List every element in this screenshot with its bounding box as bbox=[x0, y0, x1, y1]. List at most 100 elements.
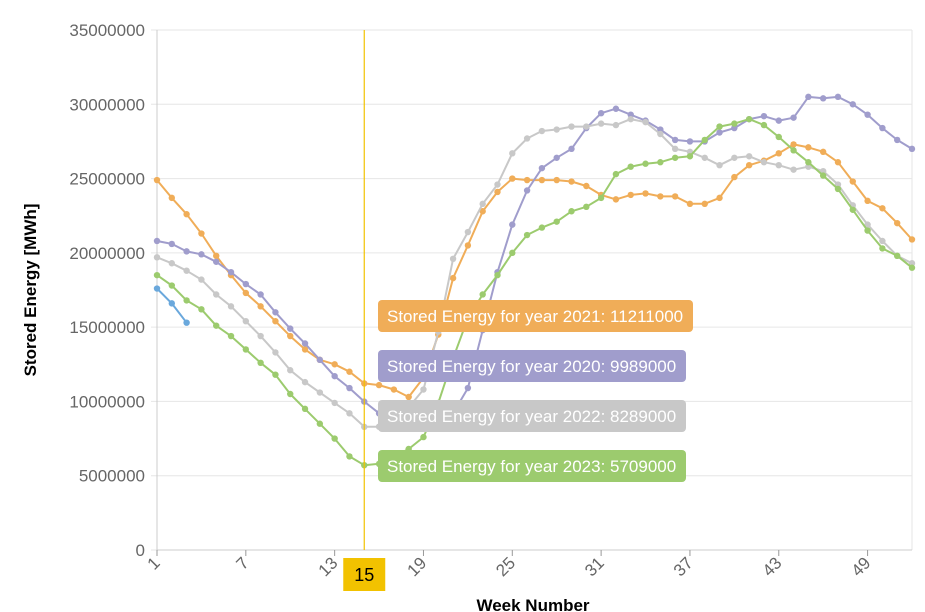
data-point bbox=[671, 145, 679, 153]
x-tick-label: 49 bbox=[848, 553, 875, 580]
data-point bbox=[464, 228, 472, 236]
data-point bbox=[583, 123, 590, 130]
data-point bbox=[479, 208, 486, 215]
data-point bbox=[583, 182, 590, 190]
data-point bbox=[805, 159, 812, 166]
data-point bbox=[538, 127, 546, 135]
data-point bbox=[731, 124, 738, 132]
data-point bbox=[879, 124, 886, 132]
data-point bbox=[701, 154, 708, 161]
data-point bbox=[538, 164, 546, 172]
data-point bbox=[390, 386, 398, 393]
tooltip-3: Stored Energy for year 2023: 5709000 bbox=[378, 450, 686, 482]
data-point bbox=[420, 433, 427, 441]
data-point bbox=[257, 359, 264, 366]
data-point bbox=[242, 289, 250, 297]
data-point bbox=[819, 167, 827, 175]
data-point bbox=[301, 340, 309, 347]
series-y2022 bbox=[153, 115, 916, 431]
data-point bbox=[287, 332, 294, 340]
y-tick-label: 15000000 bbox=[69, 318, 145, 337]
data-point bbox=[731, 173, 738, 181]
data-point bbox=[168, 260, 176, 267]
y-tick-label: 0 bbox=[136, 541, 145, 560]
x-tick-label: 1 bbox=[144, 553, 164, 573]
tooltip-box bbox=[378, 350, 686, 382]
data-point bbox=[301, 378, 309, 386]
data-point bbox=[538, 176, 546, 184]
data-point bbox=[775, 133, 782, 141]
data-point bbox=[301, 346, 309, 353]
data-point bbox=[893, 136, 901, 144]
cursor-label: 15 bbox=[354, 565, 374, 585]
data-point bbox=[775, 117, 782, 124]
data-point bbox=[509, 175, 516, 182]
data-point bbox=[183, 211, 190, 218]
data-point bbox=[612, 121, 620, 129]
data-point bbox=[168, 194, 176, 202]
data-point bbox=[642, 118, 649, 126]
data-point bbox=[849, 206, 856, 213]
data-point bbox=[242, 318, 250, 325]
data-point bbox=[893, 252, 901, 260]
grid-lines bbox=[151, 29, 913, 551]
data-point bbox=[523, 176, 531, 184]
data-point bbox=[671, 193, 679, 200]
data-point bbox=[864, 111, 871, 118]
y-axis: 0 5000000 10000000 15000000 20000000 25000000… bbox=[69, 21, 158, 560]
data-point bbox=[213, 252, 220, 260]
data-point bbox=[834, 93, 842, 101]
data-point bbox=[198, 230, 205, 237]
series-y_current bbox=[153, 285, 190, 326]
data-point bbox=[272, 371, 279, 378]
data-point bbox=[257, 303, 264, 310]
data-point bbox=[597, 120, 605, 127]
data-point bbox=[257, 291, 264, 298]
data-point bbox=[805, 163, 812, 170]
data-point bbox=[346, 410, 353, 417]
data-point bbox=[879, 205, 886, 212]
data-point bbox=[834, 185, 842, 193]
data-point bbox=[879, 245, 886, 252]
data-point bbox=[627, 115, 634, 123]
x-tick-label: 31 bbox=[581, 553, 608, 580]
data-point bbox=[523, 135, 531, 142]
data-point bbox=[227, 332, 235, 340]
data-point bbox=[375, 381, 383, 389]
data-point bbox=[464, 242, 472, 249]
data-point bbox=[568, 123, 575, 130]
data-point bbox=[464, 384, 472, 392]
data-point bbox=[316, 420, 324, 427]
y-axis-title: Stored Energy [MWh] bbox=[21, 204, 40, 377]
data-point bbox=[908, 264, 916, 271]
data-point bbox=[790, 114, 797, 121]
data-point bbox=[864, 227, 871, 234]
x-tick-label: 19 bbox=[403, 553, 430, 580]
data-point bbox=[701, 200, 708, 208]
data-point bbox=[168, 282, 176, 289]
data-point bbox=[346, 453, 353, 460]
data-point bbox=[908, 145, 916, 153]
data-point bbox=[583, 203, 590, 210]
data-point bbox=[331, 372, 338, 380]
data-point bbox=[790, 147, 797, 154]
data-point bbox=[153, 254, 161, 261]
data-point bbox=[879, 237, 886, 245]
data-point bbox=[671, 154, 679, 161]
data-point bbox=[272, 318, 279, 325]
data-point bbox=[523, 187, 531, 194]
data-point bbox=[301, 405, 309, 413]
cursor-layer: 15 bbox=[343, 30, 386, 591]
x-tick-label: 7 bbox=[233, 553, 253, 573]
data-point bbox=[346, 368, 353, 375]
data-point bbox=[405, 393, 412, 401]
series-line-y2020 bbox=[156, 95, 913, 428]
data-point bbox=[420, 386, 427, 393]
data-point bbox=[597, 194, 605, 202]
data-point bbox=[509, 221, 516, 228]
data-point bbox=[227, 303, 235, 310]
tooltip-box bbox=[378, 400, 686, 432]
data-point bbox=[449, 274, 457, 282]
data-point bbox=[701, 136, 708, 144]
